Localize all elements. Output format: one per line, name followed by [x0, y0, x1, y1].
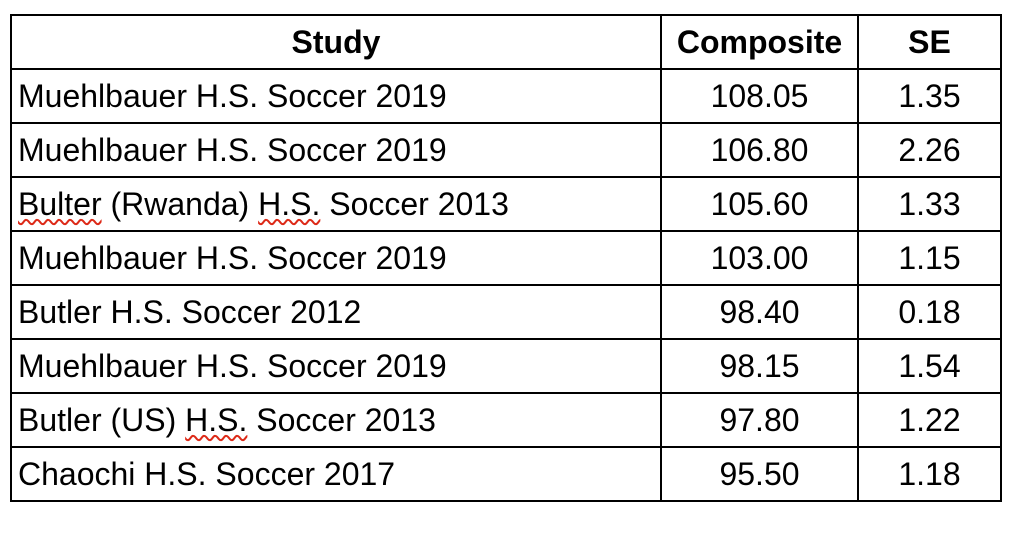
table-row: Chaochi H.S. Soccer 2017 95.50 1.18	[10, 446, 1002, 502]
study-text: Muehlbauer H.S. Soccer 2019	[18, 239, 447, 276]
composite-cell[interactable]: 97.80	[660, 392, 859, 448]
study-cell[interactable]: Chaochi H.S. Soccer 2017	[10, 446, 662, 502]
study-text: Muehlbauer H.S. Soccer 2019	[18, 77, 447, 114]
misspelled-word: H.S.	[258, 185, 321, 222]
composite-cell[interactable]: 95.50	[660, 446, 859, 502]
se-cell[interactable]: 2.26	[857, 122, 1002, 178]
composite-cell[interactable]: 105.60	[660, 176, 859, 232]
study-cell[interactable]: Muehlbauer H.S. Soccer 2019	[10, 122, 662, 178]
study-cell[interactable]: Muehlbauer H.S. Soccer 2019	[10, 68, 662, 124]
study-cell[interactable]: Muehlbauer H.S. Soccer 2019	[10, 338, 662, 394]
table-row: Bulter (Rwanda) H.S. Soccer 2013 105.60 …	[10, 176, 1002, 232]
table-row: Muehlbauer H.S. Soccer 2019 98.15 1.54	[10, 338, 1002, 394]
table-row: Butler H.S. Soccer 2012 98.40 0.18	[10, 284, 1002, 340]
table-row: Muehlbauer H.S. Soccer 2019 106.80 2.26	[10, 122, 1002, 178]
header-row: Study Composite SE	[10, 14, 1002, 70]
se-cell[interactable]: 0.18	[857, 284, 1002, 340]
se-cell[interactable]: 1.54	[857, 338, 1002, 394]
composite-cell[interactable]: 103.00	[660, 230, 859, 286]
study-text: Soccer 2013	[247, 401, 436, 438]
misspelled-word: H.S.	[185, 401, 248, 438]
study-text: Soccer 2013	[320, 185, 509, 222]
table-row: Muehlbauer H.S. Soccer 2019 108.05 1.35	[10, 68, 1002, 124]
study-text: Muehlbauer H.S. Soccer 2019	[18, 347, 447, 384]
table-row: Muehlbauer H.S. Soccer 2019 103.00 1.15	[10, 230, 1002, 286]
study-cell[interactable]: Butler (US) H.S. Soccer 2013	[10, 392, 662, 448]
se-cell[interactable]: 1.33	[857, 176, 1002, 232]
misspelled-word: Bulter	[18, 185, 102, 222]
se-cell[interactable]: 1.35	[857, 68, 1002, 124]
se-cell[interactable]: 1.15	[857, 230, 1002, 286]
table-header: Study Composite SE	[10, 14, 1002, 70]
study-cell[interactable]: Butler H.S. Soccer 2012	[10, 284, 662, 340]
study-cell[interactable]: Muehlbauer H.S. Soccer 2019	[10, 230, 662, 286]
composite-cell[interactable]: 108.05	[660, 68, 859, 124]
column-header-composite: Composite	[660, 14, 859, 70]
composite-cell[interactable]: 98.40	[660, 284, 859, 340]
table-row: Butler (US) H.S. Soccer 2013 97.80 1.22	[10, 392, 1002, 448]
study-text: (Rwanda)	[101, 185, 259, 222]
column-header-se: SE	[857, 14, 1002, 70]
column-header-study: Study	[10, 14, 662, 70]
se-cell[interactable]: 1.22	[857, 392, 1002, 448]
composite-cell[interactable]: 98.15	[660, 338, 859, 394]
study-text: Muehlbauer H.S. Soccer 2019	[18, 131, 447, 168]
results-table: Study Composite SE Muehlbauer H.S. Socce…	[10, 14, 1002, 502]
composite-cell[interactable]: 106.80	[660, 122, 859, 178]
study-cell[interactable]: Bulter (Rwanda) H.S. Soccer 2013	[10, 176, 662, 232]
se-cell[interactable]: 1.18	[857, 446, 1002, 502]
study-text: Butler H.S. Soccer 2012	[18, 293, 362, 330]
study-text: Chaochi H.S. Soccer 2017	[18, 455, 396, 492]
study-text: Butler (US)	[18, 401, 186, 438]
table-body: Muehlbauer H.S. Soccer 2019 108.05 1.35 …	[10, 68, 1002, 502]
